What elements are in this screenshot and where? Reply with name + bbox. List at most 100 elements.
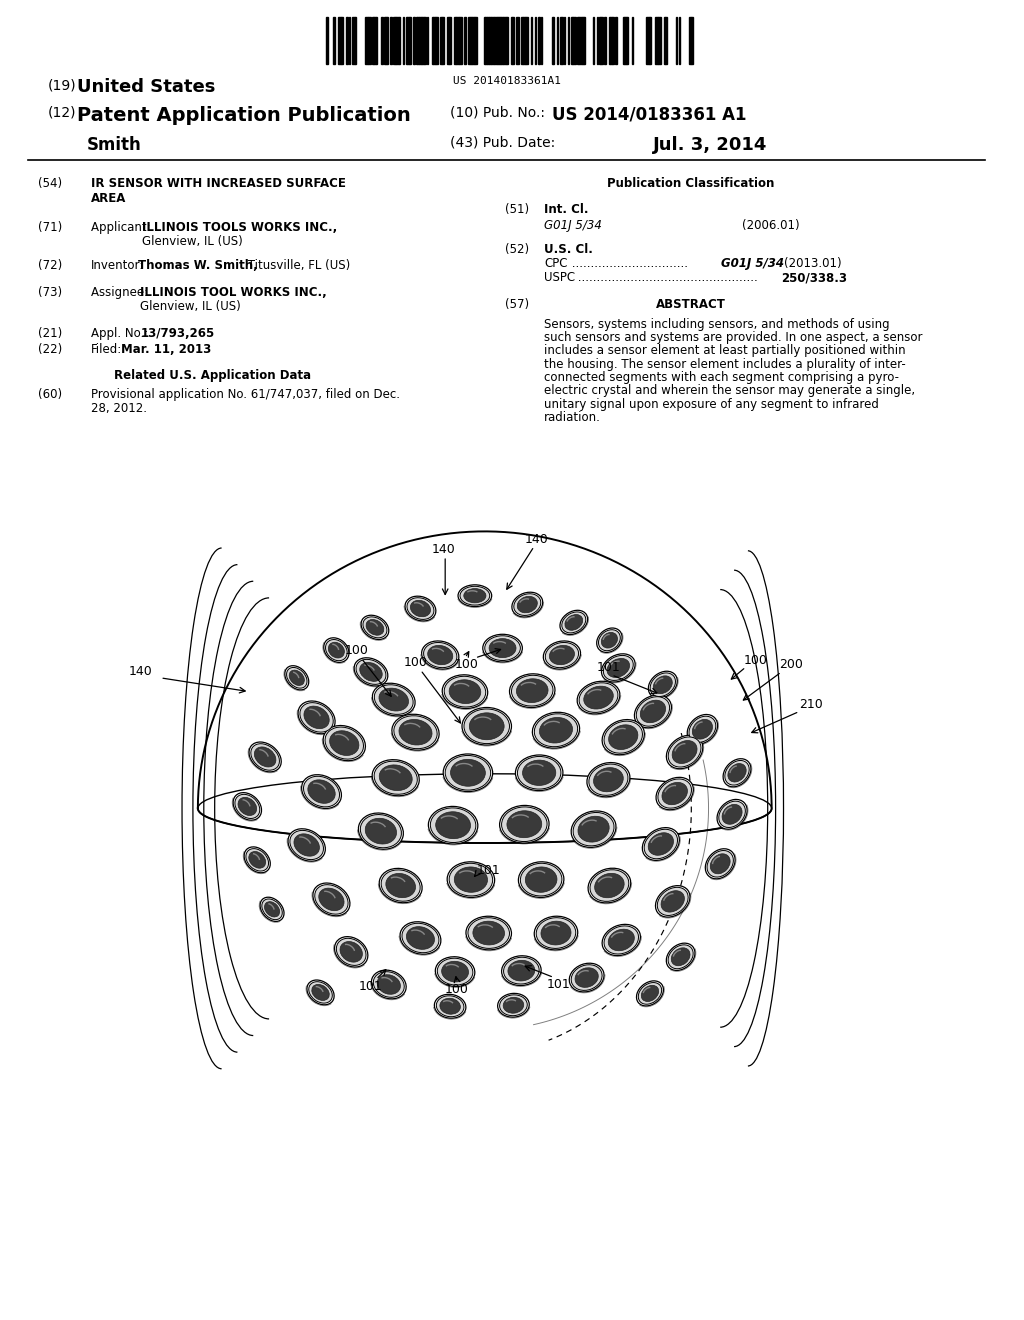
Ellipse shape [372, 970, 407, 999]
Bar [393, 17, 394, 65]
Ellipse shape [294, 834, 319, 857]
Text: 13/793,265: 13/793,265 [140, 326, 215, 339]
Text: 140: 140 [129, 665, 153, 678]
Ellipse shape [379, 764, 413, 791]
Text: U.S. Cl.: U.S. Cl. [544, 243, 593, 256]
Ellipse shape [469, 713, 504, 739]
Ellipse shape [249, 851, 265, 869]
Ellipse shape [335, 937, 368, 968]
Ellipse shape [569, 964, 604, 991]
Ellipse shape [445, 755, 490, 791]
Text: radiation.: radiation. [544, 412, 601, 424]
Ellipse shape [399, 719, 432, 744]
Text: (2006.01): (2006.01) [742, 219, 800, 232]
Bar [395, 17, 398, 65]
Bar [490, 17, 494, 65]
Ellipse shape [234, 795, 260, 818]
Ellipse shape [650, 673, 676, 697]
Ellipse shape [707, 850, 733, 876]
Ellipse shape [578, 681, 620, 714]
Bar [507, 17, 509, 65]
Ellipse shape [422, 642, 459, 669]
Ellipse shape [377, 974, 400, 994]
Ellipse shape [517, 597, 538, 612]
Ellipse shape [288, 829, 326, 861]
Text: 100: 100 [744, 653, 768, 667]
Ellipse shape [607, 659, 630, 677]
Bar [423, 17, 424, 65]
Bar [572, 17, 575, 65]
Bar [601, 17, 603, 65]
Bar [450, 17, 452, 65]
Text: AREA: AREA [91, 193, 126, 205]
Ellipse shape [575, 968, 598, 987]
Ellipse shape [503, 998, 523, 1014]
Bar [468, 17, 470, 65]
Bar [486, 17, 488, 65]
Ellipse shape [706, 849, 735, 879]
Ellipse shape [374, 762, 418, 795]
Bar [341, 17, 343, 65]
Ellipse shape [455, 867, 487, 892]
Ellipse shape [373, 684, 415, 715]
Text: (51): (51) [505, 203, 528, 216]
Bar [604, 17, 606, 65]
Text: 101: 101 [547, 978, 570, 991]
Ellipse shape [374, 972, 404, 998]
Ellipse shape [366, 818, 396, 843]
Ellipse shape [375, 685, 413, 714]
Ellipse shape [356, 660, 386, 684]
Bar [688, 17, 690, 65]
Ellipse shape [728, 763, 746, 781]
Ellipse shape [545, 643, 579, 668]
Bar [665, 17, 667, 65]
Text: (60): (60) [38, 388, 61, 401]
Bar [440, 17, 442, 65]
Bar [615, 17, 617, 65]
Ellipse shape [447, 862, 495, 898]
Ellipse shape [304, 706, 330, 729]
Ellipse shape [442, 675, 487, 709]
Ellipse shape [325, 727, 364, 759]
Ellipse shape [672, 948, 690, 966]
Ellipse shape [515, 755, 563, 791]
Ellipse shape [360, 814, 401, 847]
Bar [516, 17, 519, 65]
Text: 200: 200 [779, 659, 804, 672]
Bar [416, 17, 418, 65]
Ellipse shape [640, 700, 666, 723]
Ellipse shape [662, 891, 684, 912]
Ellipse shape [653, 676, 673, 693]
Ellipse shape [512, 593, 543, 616]
Ellipse shape [233, 792, 261, 820]
Text: Sensors, systems including sensors, and methods of using: Sensors, systems including sensors, and … [544, 318, 890, 331]
Ellipse shape [311, 985, 330, 1001]
Ellipse shape [359, 663, 382, 681]
Ellipse shape [435, 812, 470, 838]
Ellipse shape [601, 653, 635, 682]
Ellipse shape [482, 635, 522, 661]
Ellipse shape [507, 810, 542, 838]
Ellipse shape [537, 917, 575, 948]
Bar [436, 17, 438, 65]
Ellipse shape [379, 869, 422, 903]
Ellipse shape [571, 810, 616, 847]
Ellipse shape [464, 589, 486, 603]
Ellipse shape [525, 867, 557, 892]
Ellipse shape [602, 924, 640, 956]
Text: 100: 100 [403, 656, 427, 669]
Ellipse shape [667, 944, 695, 970]
Text: G01J 5/34: G01J 5/34 [544, 219, 602, 232]
Text: Glenview, IL (US): Glenview, IL (US) [142, 235, 244, 248]
Ellipse shape [238, 797, 257, 816]
Bar [610, 17, 612, 65]
Ellipse shape [580, 682, 617, 713]
Ellipse shape [473, 921, 505, 945]
Bar [560, 17, 563, 65]
Ellipse shape [598, 630, 621, 651]
Ellipse shape [571, 965, 602, 990]
Ellipse shape [326, 639, 347, 661]
Ellipse shape [324, 638, 349, 663]
Bar [346, 17, 348, 65]
Ellipse shape [249, 742, 282, 772]
